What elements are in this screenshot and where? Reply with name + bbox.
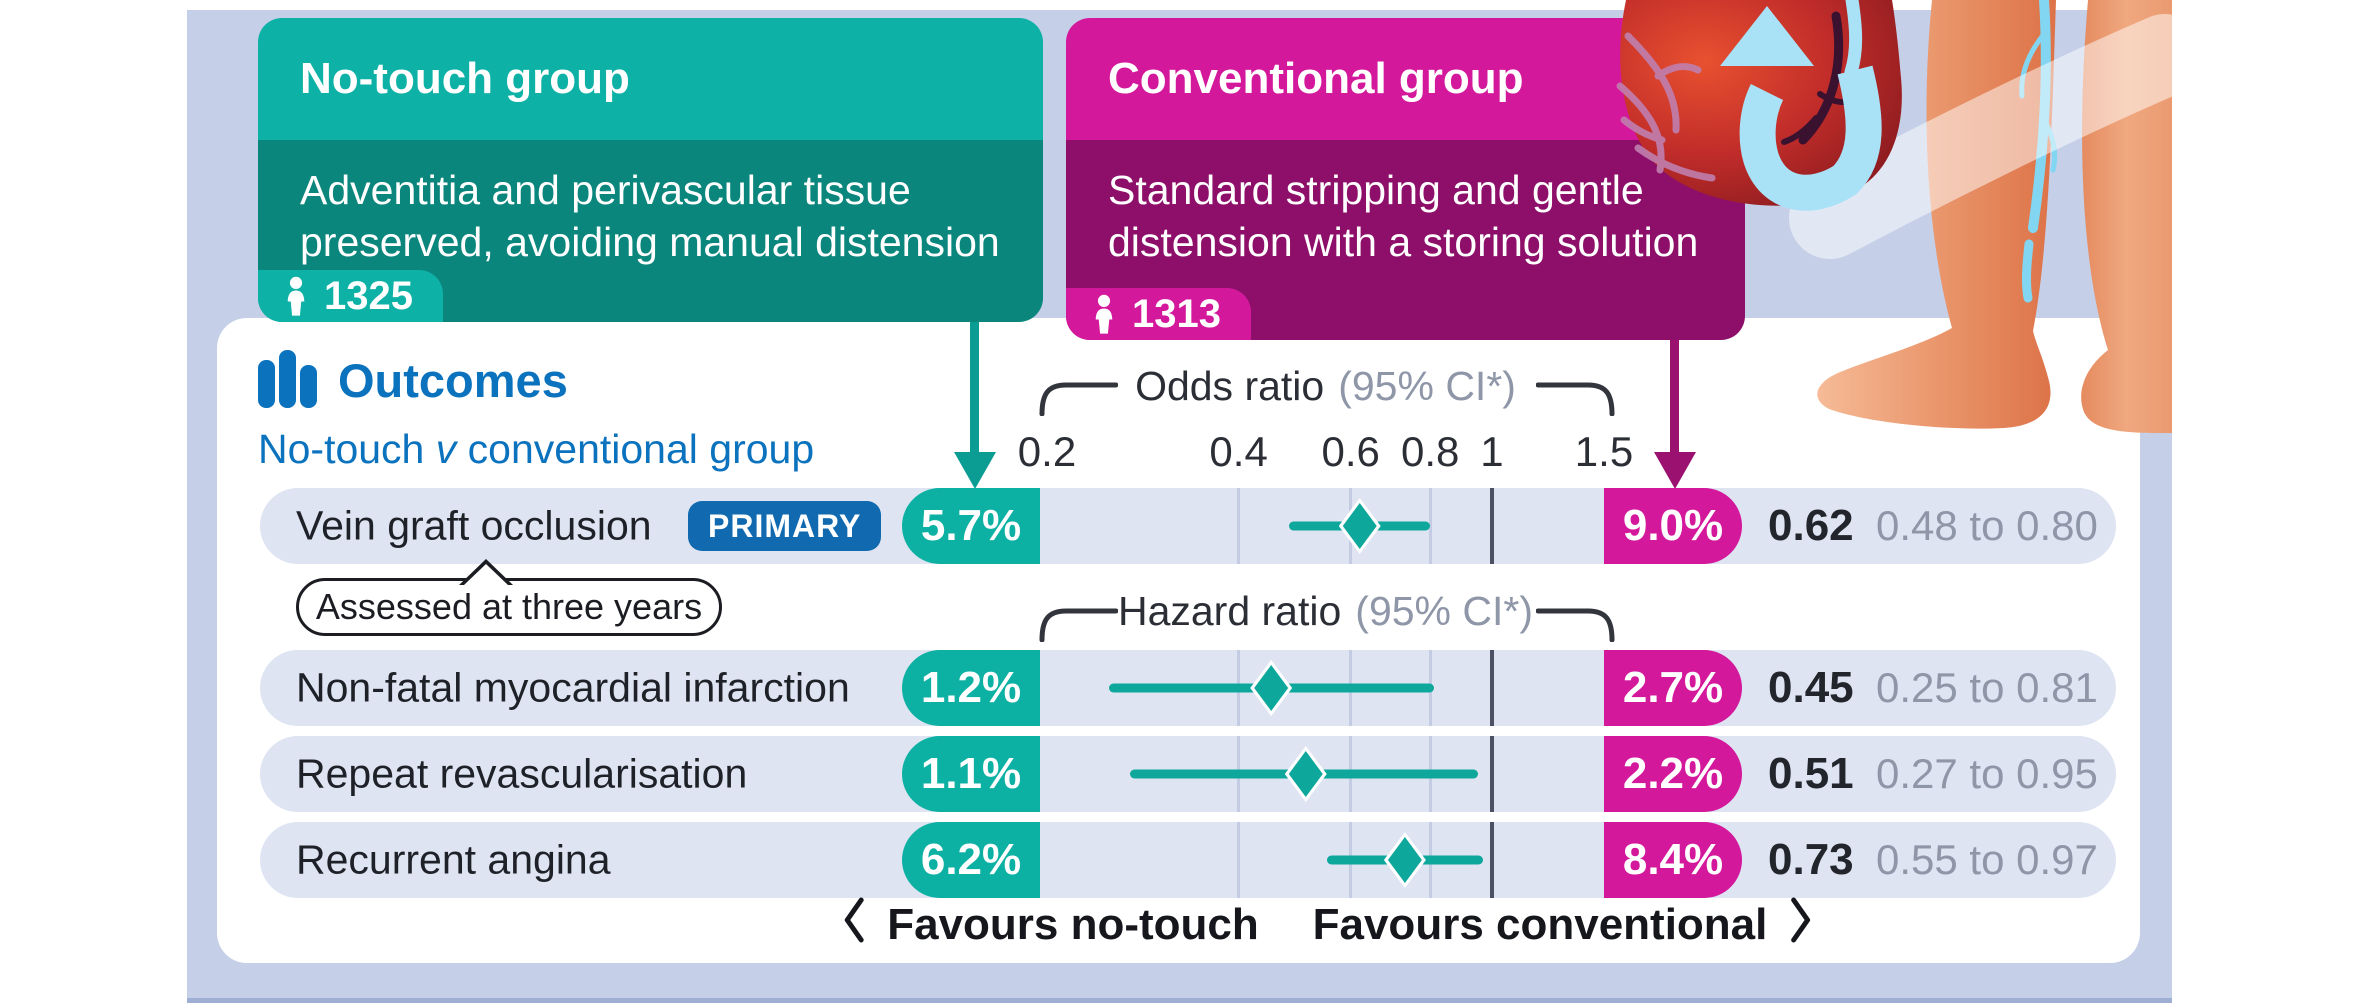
conventional-count-pill: 1313 <box>1066 288 1251 340</box>
conventional-description: Standard stripping and gentle distension… <box>1108 167 1699 266</box>
person-icon <box>1092 294 1116 334</box>
no-touch-count-pill: 1325 <box>258 270 443 322</box>
subtitle-versus: v <box>435 426 457 472</box>
x-axis-tick: 0.8 <box>1401 428 1460 475</box>
forest-plot-band <box>1040 488 1604 564</box>
outcome-row-non-fatal-mi: Non-fatal myocardial infarction 1.2% 2.7… <box>260 650 2116 726</box>
confidence-interval: 0.55 to 0.97 <box>1876 836 2098 883</box>
outcomes-heading: Outcomes <box>258 348 568 413</box>
bottom-strip <box>187 998 2172 1003</box>
row-label: Vein graft occlusion <box>296 502 652 549</box>
favours-right-text: Favours conventional <box>1312 900 1768 949</box>
forest-plot-band <box>1040 736 1604 812</box>
odds-ci-label: (95% CI*) <box>1338 363 1516 409</box>
row-label: Non-fatal myocardial infarction <box>296 664 850 711</box>
outcomes-subtitle: No-touch v conventional group <box>258 426 814 473</box>
conventional-percent: 9.0% <box>1604 488 1742 564</box>
hazard-ratio-label: Hazard ratio <box>1117 588 1342 634</box>
x-axis-tick: 0.6 <box>1321 428 1380 475</box>
primary-badge: PRIMARY <box>688 501 882 551</box>
reference-line <box>1489 488 1494 564</box>
outcome-row-repeat-revascularisation: Repeat revascularisation 1.1% 2.2% 0.51 … <box>260 736 2116 812</box>
no-touch-percent: 1.1% <box>902 736 1040 812</box>
no-touch-percent: 5.7% <box>902 488 1040 564</box>
row-label: Recurrent angina <box>296 836 611 883</box>
hazard-ratio-header: Hazard ratio (95% CI*) <box>1047 588 1604 635</box>
gridline <box>1237 488 1241 564</box>
x-axis-tick: 1.5 <box>1574 428 1634 475</box>
no-touch-group-card: No-touch group Adventitia and perivascul… <box>258 18 1043 322</box>
estimate-diamond-icon <box>1383 832 1426 888</box>
estimate-value: 0.62 <box>1768 501 1854 550</box>
no-touch-percent: 1.2% <box>902 650 1040 726</box>
gridline <box>1428 488 1432 564</box>
favours-conventional: Favours conventional <box>1312 897 1814 950</box>
reference-line <box>1489 650 1494 726</box>
estimate-diamond-icon <box>1250 660 1293 716</box>
no-touch-arrow-head-icon <box>954 452 996 489</box>
conventional-percent: 2.2% <box>1604 736 1742 812</box>
no-touch-description: Adventitia and perivascular tissue prese… <box>300 167 1000 266</box>
conventional-arrow <box>1670 340 1679 454</box>
no-touch-count: 1325 <box>324 273 413 318</box>
confidence-interval: 0.25 to 0.81 <box>1876 664 2098 711</box>
x-axis-tick: 1 <box>1480 428 1504 475</box>
conventional-group-card: Conventional group Standard stripping an… <box>1066 18 1745 340</box>
assessed-note: Assessed at three years <box>296 559 722 636</box>
coronary-vessels-icon <box>1616 32 1716 182</box>
reference-line <box>1489 822 1494 898</box>
bracket-right-icon <box>1535 608 1616 643</box>
no-touch-arrow <box>970 322 979 454</box>
estimate-value: 0.51 <box>1768 749 1854 798</box>
outcomes-title: Outcomes <box>338 354 568 407</box>
outcome-row-recurrent-angina: Recurrent angina 6.2% 8.4% 0.73 0.55 to … <box>260 822 2116 898</box>
bracket-left-icon <box>1038 382 1119 417</box>
conventional-percent: 8.4% <box>1604 822 1742 898</box>
swoosh-highlight <box>1789 14 2172 259</box>
confidence-interval: 0.27 to 0.95 <box>1876 750 2098 797</box>
x-axis-tick: 0.2 <box>1017 428 1077 475</box>
no-touch-percent: 6.2% <box>902 822 1040 898</box>
subtitle-post: conventional group <box>456 426 815 472</box>
no-touch-card-header: No-touch group <box>258 18 1043 140</box>
odds-ratio-label: Odds ratio <box>1135 363 1325 409</box>
assessed-note-text: Assessed at three years <box>315 586 703 627</box>
gridline <box>1237 822 1241 898</box>
estimate-value: 0.45 <box>1768 663 1854 712</box>
favours-left-text: Favours no-touch <box>887 900 1259 949</box>
conventional-title: Conventional group <box>1108 54 1524 103</box>
subtitle-pre: No-touch <box>258 426 436 472</box>
hazard-ci-label: (95% CI*) <box>1355 588 1534 634</box>
bracket-left-icon <box>1038 608 1119 643</box>
bar-chart-icon <box>258 348 318 413</box>
no-touch-title: No-touch group <box>300 54 630 103</box>
person-icon <box>284 276 308 316</box>
conventional-percent: 2.7% <box>1604 650 1742 726</box>
forest-plot-band <box>1040 822 1604 898</box>
estimate-diamond-icon <box>1284 746 1327 802</box>
chevron-left-icon <box>841 896 865 955</box>
x-axis-tick: 0.4 <box>1209 428 1268 475</box>
heart-leg-illustration <box>1616 0 2172 433</box>
favours-no-touch: Favours no-touch <box>841 897 1259 950</box>
forest-plot-band <box>1040 650 1604 726</box>
chevron-right-icon <box>1789 896 1813 955</box>
vein-to-heart-arrow-icon <box>1720 6 1882 211</box>
row-label: Repeat revascularisation <box>296 750 748 797</box>
confidence-interval: 0.48 to 0.80 <box>1876 502 2098 549</box>
outcome-row-vein-graft-occlusion: Vein graft occlusion PRIMARY 5.7% 9.0% 0… <box>260 488 2116 564</box>
reference-line <box>1489 736 1494 812</box>
conventional-count: 1313 <box>1132 291 1221 336</box>
estimate-value: 0.73 <box>1768 835 1854 884</box>
bracket-right-icon <box>1535 382 1616 417</box>
estimate-diamond-icon <box>1338 498 1381 554</box>
odds-ratio-header: Odds ratio (95% CI*) <box>1047 363 1604 410</box>
conventional-arrow-head-icon <box>1654 452 1696 489</box>
